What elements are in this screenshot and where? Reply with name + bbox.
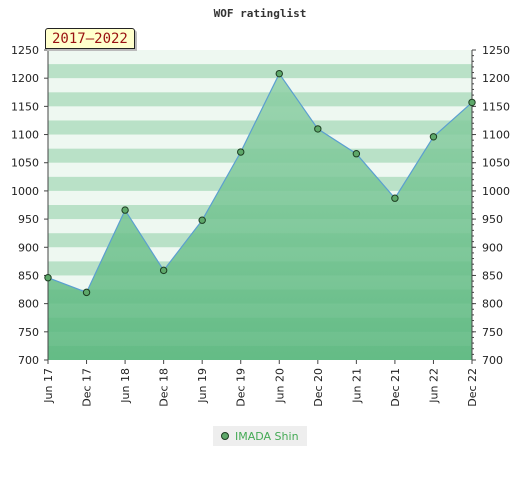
y-tick-label: 1200 (11, 72, 39, 85)
y-tick-label: 1000 (11, 185, 39, 198)
data-point (82, 288, 91, 297)
x-tick-label: Dec 19 (235, 368, 248, 407)
x-axis: Jun 17 Dec 17 Jun 18 Dec 18 Jun 19 Dec 19 Jun … (42, 360, 479, 407)
y-tick-label: 1250 (11, 44, 39, 57)
y-tick-label: 900 (482, 241, 503, 254)
period-badge: 2017–2022 (45, 28, 135, 49)
legend-marker-icon (221, 432, 229, 440)
band-dark (48, 92, 472, 107)
series-markers (44, 69, 476, 297)
x-tick-label: Dec 20 (312, 368, 325, 407)
y-tick-label: 950 (18, 213, 39, 226)
y-tick-label: 950 (482, 213, 503, 226)
y-tick-label: 900 (18, 241, 39, 254)
data-point (121, 206, 129, 214)
y-axis-left: 700 750 800 850 900 950 1000 1050 1100 1150 1200 12… (11, 44, 48, 367)
data-point (352, 150, 361, 158)
band-light (48, 78, 472, 93)
x-tick-label: Jun 18 (119, 368, 132, 404)
data-point (429, 133, 438, 141)
x-tick-label: Dec 22 (466, 368, 479, 407)
data-point (159, 266, 168, 275)
band-light (48, 50, 472, 65)
y-tick-label: 800 (18, 298, 39, 311)
data-point (391, 194, 399, 202)
band-dark (48, 64, 472, 79)
series-line (47, 72, 473, 294)
y-tick-label: 700 (18, 354, 39, 367)
data-point (468, 98, 476, 107)
data-point (275, 69, 283, 78)
x-tick-label: Jun 19 (196, 368, 209, 404)
legend-label: IMADA Shin (235, 429, 299, 443)
y-tick-label: 750 (18, 326, 39, 339)
series-area (48, 73, 472, 360)
area-fill (48, 73, 472, 360)
y-tick-label: 850 (482, 269, 503, 282)
x-tick-label: Jun 22 (427, 368, 440, 404)
legend: IMADA Shin (213, 426, 307, 446)
y-tick-label: 850 (18, 269, 39, 282)
y-axis-right: 700 750 800 850 900 950 1000 1050 1100 1150 1200 12… (472, 44, 510, 367)
x-tick-label: Jun 20 (273, 368, 286, 404)
y-tick-label: 1200 (482, 72, 510, 85)
x-tick-label: Jun 17 (42, 368, 55, 404)
data-point (237, 148, 245, 156)
chart-title: WOF ratinglist (214, 7, 307, 20)
data-point (198, 216, 206, 224)
y-tick-label: 1100 (11, 129, 39, 142)
y-tick-label: 800 (482, 298, 503, 311)
y-tick-label: 750 (482, 326, 503, 339)
x-tick-label: Jun 21 (350, 368, 363, 404)
y-tick-label: 1150 (482, 100, 510, 113)
x-tick-label: Dec 21 (389, 368, 402, 407)
x-tick-label: Dec 18 (158, 368, 171, 407)
y-tick-label: 1000 (482, 185, 510, 198)
y-tick-label: 700 (482, 354, 503, 367)
y-tick-label: 1050 (11, 157, 39, 170)
y-tick-label: 1050 (482, 157, 510, 170)
data-point (314, 125, 322, 133)
y-tick-label: 1150 (11, 100, 39, 113)
series-line-path (47, 72, 473, 294)
y-tick-label: 1250 (482, 44, 510, 57)
data-point (44, 274, 52, 282)
y-tick-label: 1100 (482, 129, 510, 142)
x-tick-label: Dec 17 (81, 368, 94, 407)
